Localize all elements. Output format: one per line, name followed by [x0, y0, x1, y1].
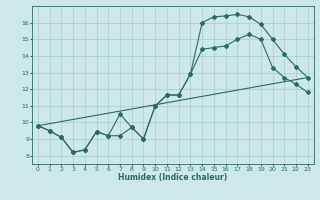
- X-axis label: Humidex (Indice chaleur): Humidex (Indice chaleur): [118, 173, 228, 182]
